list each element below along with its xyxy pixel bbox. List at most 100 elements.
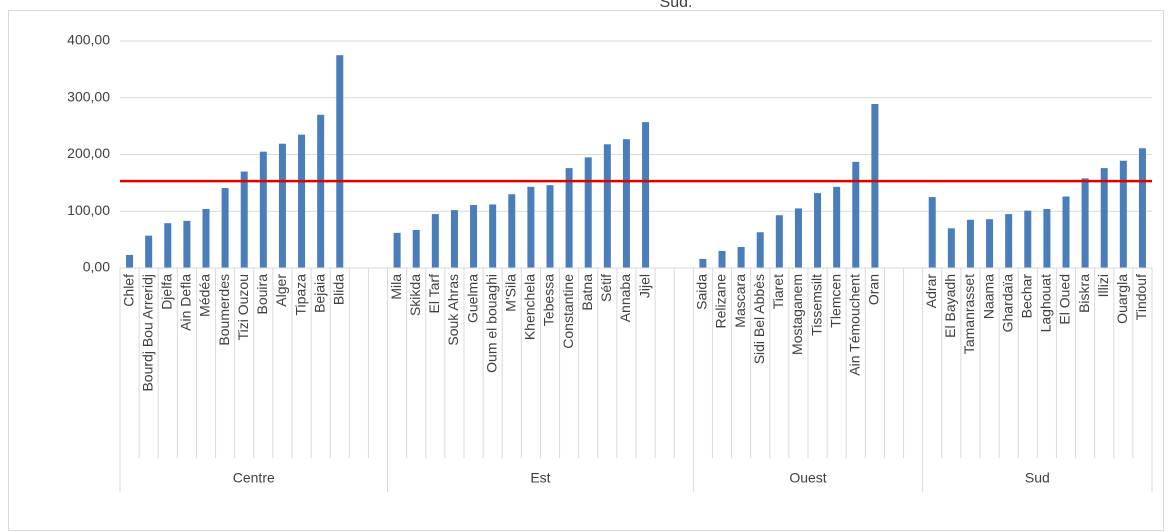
x-tick-label: Bechar — [1018, 274, 1034, 319]
bar — [871, 103, 879, 269]
x-tick-label: Tindouf — [1133, 274, 1149, 320]
x-tick-label: Oran — [866, 274, 882, 305]
x-tick-label: Mila — [388, 274, 404, 300]
bar — [986, 219, 994, 268]
bar — [1119, 160, 1127, 268]
bar — [317, 114, 325, 269]
bar — [489, 204, 497, 268]
x-tick-label: Laghouat — [1038, 274, 1054, 333]
bar — [794, 208, 802, 268]
x-tick-label: Médéa — [197, 274, 213, 317]
x-tick-label: Tipaza — [292, 274, 308, 316]
y-tick-label: 200,00 — [67, 145, 110, 161]
x-tick-label: Ain Defla — [178, 274, 194, 331]
x-tick-label: Relizane — [713, 274, 729, 329]
x-tick-label: Souk Ahras — [445, 274, 461, 346]
bar — [1043, 208, 1051, 268]
x-tick-label: El Oued — [1057, 274, 1073, 325]
x-tick-label: Boumerdes — [216, 274, 232, 346]
y-tick-label: 0,00 — [83, 259, 110, 275]
bar — [718, 250, 726, 268]
x-tick-label: Oum el bouaghi — [483, 274, 499, 373]
bar — [527, 186, 535, 268]
bar — [814, 193, 822, 268]
x-tick-label: Annaba — [617, 274, 633, 322]
x-tick-label: Khenchela — [522, 274, 538, 340]
bar — [393, 232, 401, 268]
bar — [470, 205, 478, 268]
x-tick-label: Bourdj Bou Arreridj — [139, 274, 155, 392]
bar — [852, 161, 860, 268]
bar — [546, 185, 554, 268]
x-tick-label: Mascara — [732, 274, 748, 328]
x-tick-label: Djelfa — [158, 274, 174, 310]
bar — [412, 229, 420, 268]
group-label: Centre — [233, 470, 275, 486]
x-tick-label: Sidi Bel Abbès — [751, 274, 767, 364]
x-tick-label: Saida — [694, 274, 710, 310]
x-tick-label: Tamanrasset — [961, 274, 977, 354]
bar — [1024, 210, 1032, 268]
x-tick-label: Jijel — [636, 274, 652, 298]
bar — [508, 194, 516, 268]
x-tick-label: Mostaganem — [789, 274, 805, 355]
bar — [1005, 214, 1013, 268]
x-tick-label: Naama — [980, 274, 996, 319]
bar — [298, 134, 306, 268]
bar — [565, 168, 573, 268]
bar — [947, 228, 955, 268]
x-tick-label: Ain Témouchent — [846, 274, 862, 376]
x-tick-label: Blida — [330, 274, 346, 305]
bar — [202, 208, 210, 268]
x-tick-label: Tizi Ouzou — [235, 274, 251, 340]
x-tick-label: Sétif — [598, 274, 614, 302]
x-tick-label: Guelma — [464, 274, 480, 323]
bar — [164, 223, 172, 268]
x-tick-label: Chlef — [120, 274, 136, 307]
x-tick-label: Bejaia — [311, 274, 327, 313]
bar — [737, 247, 745, 268]
bar — [1138, 148, 1146, 268]
bar — [1100, 168, 1108, 268]
bar — [584, 157, 592, 268]
x-tick-label: Biskra — [1076, 274, 1092, 313]
group-label: Ouest — [789, 470, 826, 486]
bar — [966, 219, 974, 268]
bar — [622, 139, 630, 268]
bar — [450, 210, 458, 268]
bar — [1062, 196, 1070, 268]
bar — [240, 171, 248, 268]
group-label: Sud — [1025, 470, 1050, 486]
y-tick-label: 300,00 — [67, 88, 110, 104]
x-tick-label: Alger — [273, 274, 289, 307]
bar — [336, 55, 344, 268]
x-tick-label: M'Sila — [502, 274, 518, 312]
bar — [1081, 178, 1089, 268]
bar — [221, 187, 229, 268]
x-tick-label: El Tarf — [426, 274, 442, 314]
y-tick-label: 100,00 — [67, 202, 110, 218]
bar — [642, 122, 650, 268]
x-tick-label: Adrar — [923, 274, 939, 309]
x-tick-label: Tebessa — [541, 274, 557, 326]
x-tick-label: Batna — [579, 274, 595, 311]
x-tick-label: Tiaret — [770, 274, 786, 309]
bar — [833, 186, 841, 268]
x-tick-label: Ouargla — [1114, 274, 1130, 324]
bar — [699, 258, 707, 268]
x-tick-label: Skikda — [407, 274, 423, 316]
x-tick-label: Constantine — [560, 274, 576, 349]
x-tick-label: Tlemcen — [827, 274, 843, 328]
x-tick-label: Bouira — [254, 274, 270, 315]
bar — [278, 143, 286, 268]
group-label: Est — [530, 470, 550, 486]
bar — [259, 151, 267, 268]
x-tick-label: Illizi — [1095, 274, 1111, 297]
bar — [145, 235, 153, 268]
chart-title: Sud. — [660, 0, 693, 11]
bar — [603, 144, 611, 268]
bar — [928, 197, 936, 268]
bar — [756, 232, 764, 268]
